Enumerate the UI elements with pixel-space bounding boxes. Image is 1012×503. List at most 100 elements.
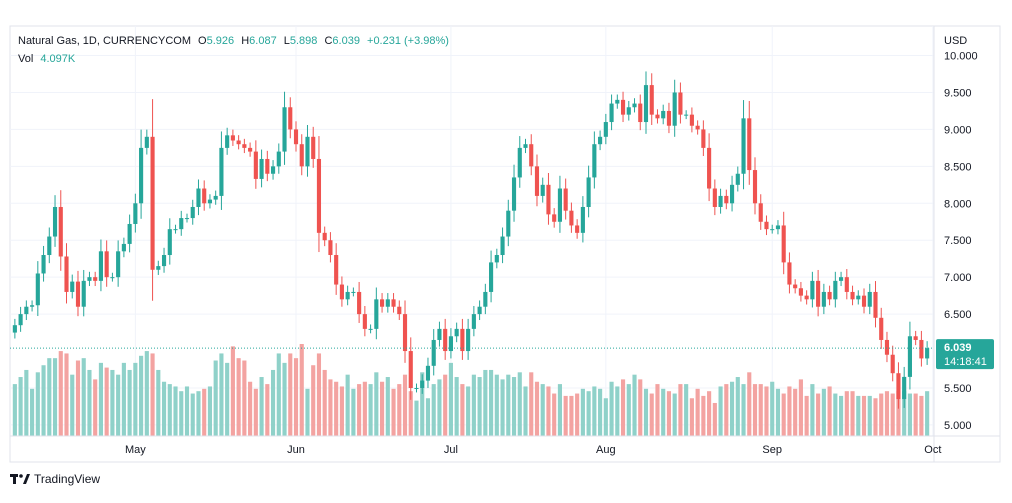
volume-bar [93,379,98,436]
low-value: 5.898 [289,35,318,47]
volume-bar [305,388,310,436]
volume-bar [253,388,258,436]
volume-bar [52,358,58,436]
candle-body [385,299,390,307]
volume-bar [821,388,826,436]
volume-bar [620,379,626,436]
candle-body [626,107,631,115]
volume-bar [569,395,574,436]
candle-body [87,277,92,281]
volume-bar [879,393,884,436]
volume-bar [907,393,912,436]
month-tick-label: Aug [596,444,616,456]
volume-bar [339,386,344,436]
candle-body [161,255,167,267]
volume-bar [110,369,115,436]
candle-body [230,135,235,141]
candle-body [873,291,878,318]
candle-body [276,151,281,167]
candle-body [724,195,729,204]
volume-bar [557,384,562,436]
volume-bar [787,386,792,436]
volume-bar [655,384,660,436]
candle-body [689,114,694,126]
candle-body [752,170,758,204]
volume-bar [701,395,706,436]
candle-body [695,125,700,130]
volume-bar [47,358,52,436]
volume-bar [454,377,459,436]
volume-bar [196,391,201,436]
volume-bar [735,377,740,436]
volume-bar [684,384,689,436]
candle-body [529,144,534,167]
volume-bar [861,395,867,436]
volume-bar [219,353,224,436]
brand-name: TradingView [34,472,101,486]
candle-body [242,144,247,148]
candle-body [523,144,528,148]
volume-bar [466,386,471,436]
candle-body [213,195,218,200]
close-label: C [324,35,333,47]
volume-bar [460,384,465,436]
volume-bar [351,388,356,436]
candle-body [747,118,752,171]
candle-body [70,281,75,292]
candle-body [431,339,436,366]
candle-body [311,136,316,159]
volume-bar [397,384,402,436]
volume-bar [471,374,476,436]
last-price-badge: 6.039 14:18:41 [936,339,994,370]
candle-body [127,223,132,244]
candle-body [678,92,683,115]
volume-bar [798,379,803,436]
volume-bar [913,393,918,436]
volume-bar [121,362,126,436]
volume-bar [35,372,40,436]
volume-bar [810,384,815,436]
volume-label[interactable]: Vol [18,53,34,65]
candle-body [896,373,901,400]
candle-body [890,354,895,374]
candle-body [879,317,884,340]
price-tick-label: 9.500 [944,87,972,99]
month-tick-label: Jun [287,444,305,456]
volume-bar [804,395,809,436]
volume-bar [41,365,46,436]
candle-body [718,195,723,207]
high-value: 6.087 [249,35,277,47]
volume-bar [18,377,23,436]
candle-body [575,225,580,233]
candle-body [328,240,333,256]
candle-body [511,177,517,211]
candle-body [144,136,149,148]
volume-bar [643,388,649,436]
candle-body [196,188,201,207]
volume-bar [276,353,281,436]
candle-body [173,229,178,231]
volume-bar [781,393,786,436]
candle-body [477,306,482,315]
tradingview-attribution[interactable]: TradingView [10,472,100,486]
volume-bar [741,384,746,436]
candle-body [30,305,35,307]
volume-bar [64,353,69,436]
volume-bar [75,360,81,436]
volume-bar [609,381,614,436]
candle-body [701,129,706,148]
symbol-title[interactable]: Natural Gas, 1D, CURRENCYCOM [18,35,191,47]
candle-body [64,256,69,292]
candle-body [420,380,425,388]
volume-bar [833,393,838,436]
volume-bar [98,362,103,436]
price-tick-label: 5.000 [944,420,972,432]
volume-bar [592,386,597,436]
volume-bar [225,362,230,436]
volume-bar [242,360,247,436]
tradingview-logo-icon [10,474,30,484]
candle-body [919,339,924,359]
volume-bar [213,360,218,436]
candle-body [735,173,740,185]
